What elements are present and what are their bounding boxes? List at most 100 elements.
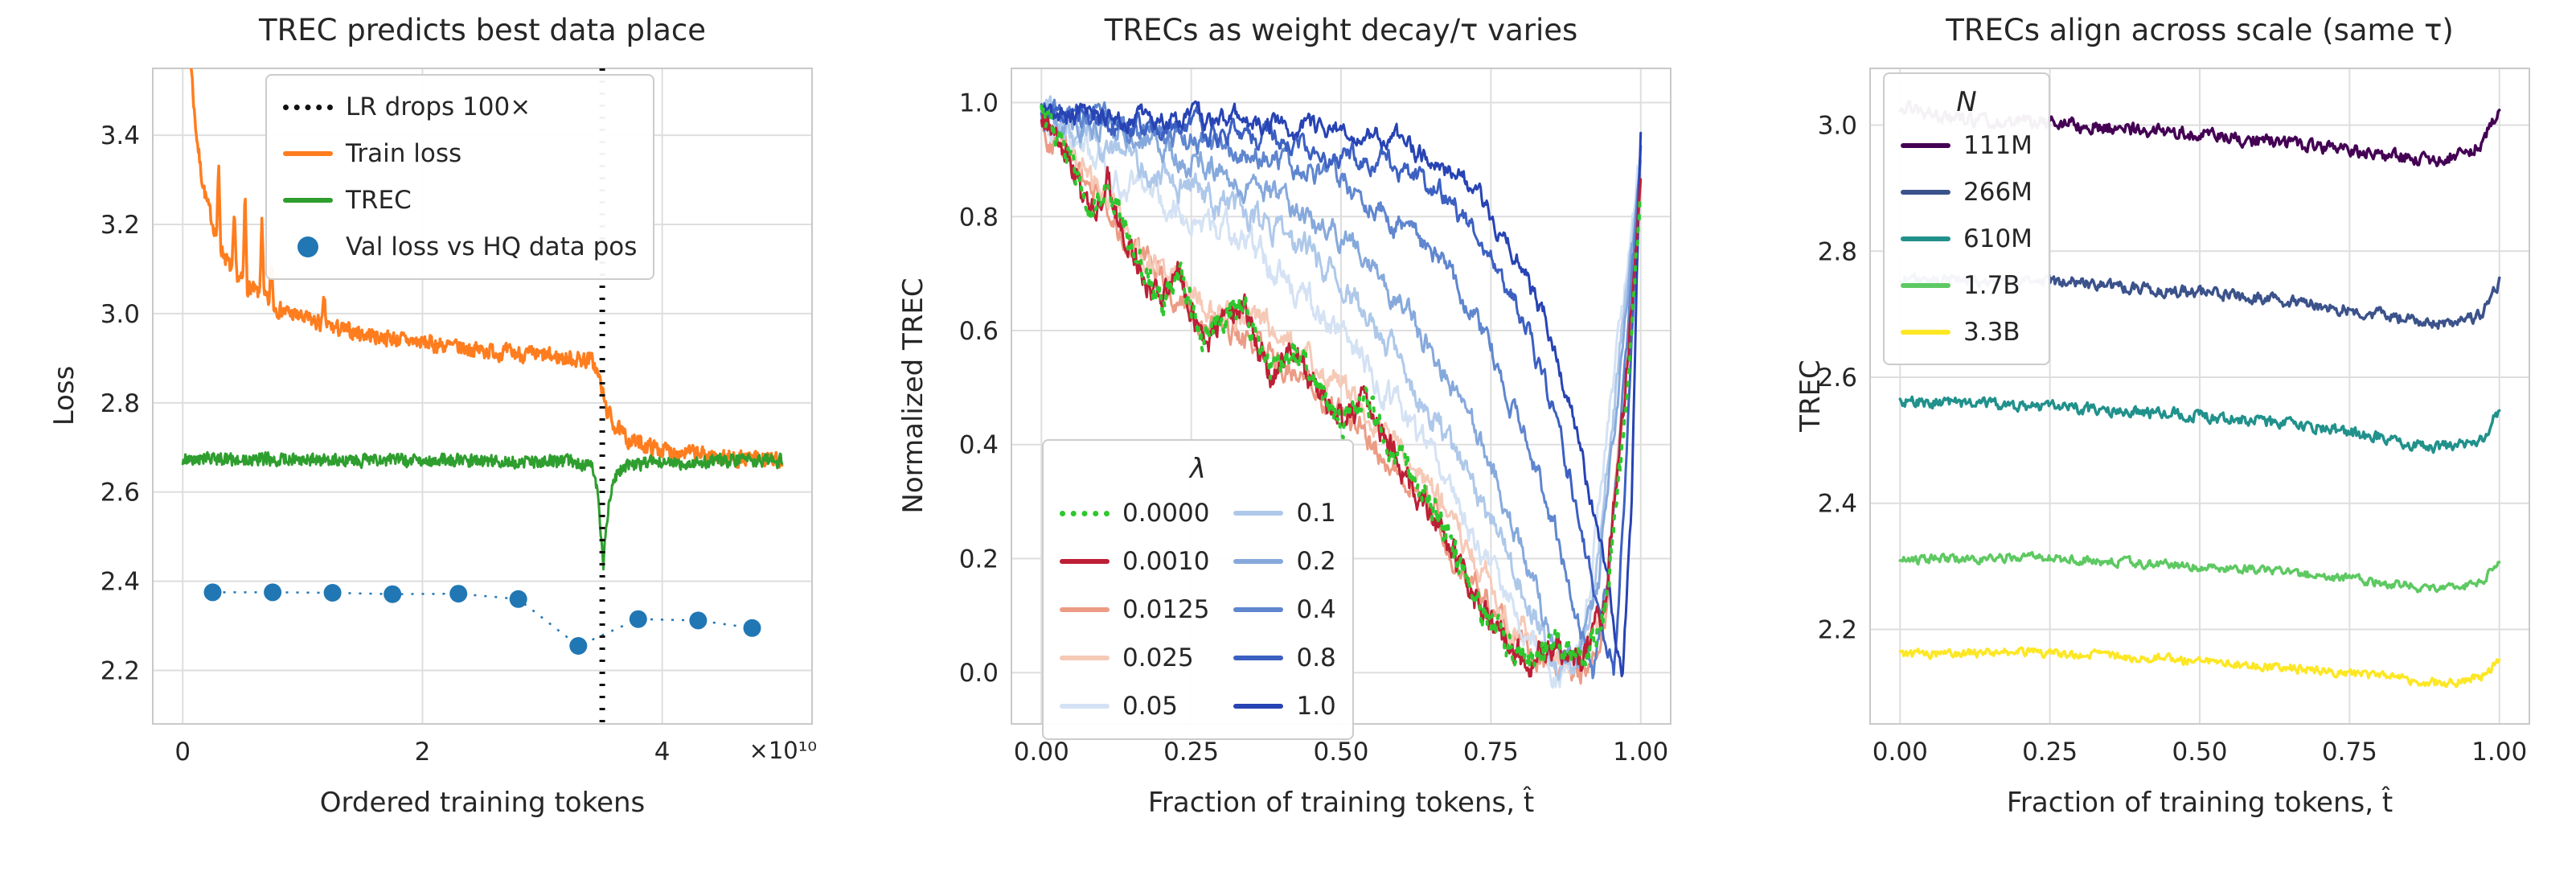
legend-item-lambda: 0.05 <box>1060 682 1209 730</box>
y-tick-label: 2.8 <box>100 389 140 418</box>
lambda-0.05-swatch <box>1060 704 1110 709</box>
legend-item-610M: 610M <box>1901 216 2032 262</box>
chart-0-x-axis-label: Ordered training tokens <box>319 787 646 819</box>
legend-item-1.7B: 1.7B <box>1901 262 2032 309</box>
chart-1-svg: 0.00 0.25 0.50 0.75 1.00 0.0 0.2 0.4 0.6 0.8 1.0 <box>959 68 1672 767</box>
lambda-0.2-swatch <box>1233 559 1284 564</box>
plot-border <box>1869 68 2530 725</box>
lambda-0.0000-swatch <box>1060 510 1110 516</box>
legend-label: 0.025 <box>1122 643 1194 672</box>
y-tick-label: 3.0 <box>100 300 140 329</box>
legend-item-lambda: 0.4 <box>1233 586 1336 634</box>
chart-0-axis-offset-label: ×10¹⁰ <box>749 737 817 764</box>
train-loss-line-swatch <box>283 151 333 156</box>
model-size-legend-title: N <box>1956 86 1977 118</box>
y-tick-label: 2.6 <box>100 479 140 508</box>
legend-item-lambda: 1.0 <box>1233 682 1336 730</box>
x-tick-label: 0.75 <box>1463 738 1519 767</box>
legend-item-lambda: 0.0125 <box>1060 586 1209 634</box>
y-tick-label: 3.0 <box>1818 112 1857 141</box>
series-line-trec <box>181 450 784 571</box>
lambda-0.8-swatch <box>1233 656 1284 660</box>
lambda-0.4-swatch <box>1233 607 1284 612</box>
lambda-legend-grid: 0.0000 0.0010 0.0125 0.025 0.05 <box>1060 489 1336 730</box>
marker-val-loss-vs-hq-data-pos <box>743 619 761 637</box>
model-610M-swatch <box>1901 236 1950 241</box>
marker-val-loss-vs-hq-data-pos <box>264 583 282 602</box>
y-tick-label: 2.4 <box>1818 490 1857 519</box>
x-tick-label: 1.00 <box>1613 738 1668 767</box>
series-line-model-610M <box>1898 395 2501 454</box>
legend-item-train-loss: Train loss <box>283 130 637 177</box>
legend-label: 1.0 <box>1296 692 1336 721</box>
legend-item-lambda: 0.0000 <box>1060 489 1209 537</box>
chart-0-title: TREC predicts best data place <box>258 13 707 47</box>
legend-item-111M: 111M <box>1901 122 2032 169</box>
x-tick-label: 0.25 <box>2022 738 2078 767</box>
chart-2-x-axis-label: Fraction of training tokens, t̂ <box>2006 787 2393 819</box>
legend-label: 0.1 <box>1296 499 1336 528</box>
series-line-train-loss <box>190 68 784 469</box>
lambda-0.1-swatch <box>1233 511 1284 516</box>
figure-trec-predicts-best-data-place: 0 2 4 2.2 2.4 2.6 2.8 3.0 3.2 3.4 TREC predicts b… <box>0 0 859 888</box>
marker-val-loss-vs-hq-data-pos <box>323 584 342 602</box>
series-line-lambda-0.8 <box>1040 102 1643 676</box>
figure-trecs-align-across-scale: 0.00 0.25 0.50 0.75 1.00 2.2 2.4 2.6 2.8 3.0 TREC… <box>1717 0 2576 888</box>
legend-label: Val loss vs HQ data pos <box>346 232 638 261</box>
marker-val-loss-vs-hq-data-pos <box>569 637 588 655</box>
legend-label: LR drops 100× <box>346 92 531 121</box>
legend-item-lambda: 0.0010 <box>1060 537 1209 586</box>
y-tick-label: 0.6 <box>959 317 999 346</box>
legend-label: 0.4 <box>1296 595 1336 624</box>
marker-val-loss-vs-hq-data-pos <box>509 590 527 608</box>
x-tick-label: 0.50 <box>2172 738 2227 767</box>
model-1.7B-swatch <box>1901 283 1950 288</box>
y-tick-label: 2.8 <box>1818 237 1857 266</box>
chart-1-legend: λ 0.0000 0.0010 0.0125 0.025 <box>1042 439 1354 740</box>
series-line-model-3.3B <box>1898 646 2501 689</box>
legend-label: 0.2 <box>1296 547 1336 576</box>
x-tick-label: 0.25 <box>1163 738 1219 767</box>
lambda-0.0125-swatch <box>1060 607 1110 612</box>
legend-label: 0.0125 <box>1122 595 1210 624</box>
y-tick-label: 0.4 <box>959 431 999 460</box>
trec-line-swatch <box>283 198 333 203</box>
marker-val-loss-vs-hq-data-pos <box>384 585 402 603</box>
figure-trecs-weight-decay-varies: 0.00 0.25 0.50 0.75 1.00 0.0 0.2 0.4 0.6 0.8 1.0 T… <box>859 0 1717 888</box>
chart-2-legend: N 111M 266M 610M 1.7B 3.3B <box>1883 72 2050 365</box>
marker-val-loss-vs-hq-data-pos <box>449 585 468 603</box>
y-tick-label: 0.0 <box>959 659 999 688</box>
lambda-legend-title: λ <box>1189 453 1206 485</box>
series-line-lambda-0.1 <box>1040 95 1643 681</box>
legend-label: 0.0000 <box>1122 499 1210 528</box>
y-tick-label: 2.2 <box>1818 616 1857 645</box>
legend-label: 111M <box>1963 131 2032 160</box>
lambda-1.0-swatch <box>1233 704 1284 709</box>
lr-drop-dotted-line-swatch <box>283 104 333 110</box>
model-266M-swatch <box>1901 190 1950 195</box>
series-line-lambda-0.0000 <box>1040 104 1643 669</box>
chart-0-y-axis-label: Loss <box>48 365 80 426</box>
chart-2-y-axis-label: TREC <box>1795 360 1827 432</box>
chart-0-legend: LR drops 100× Train loss TREC Val loss v… <box>265 74 655 280</box>
chart-2-title: TRECs align across scale (same τ) <box>1946 13 2454 47</box>
marker-val-loss-vs-hq-data-pos <box>689 611 708 630</box>
lambda-0.0010-swatch <box>1060 559 1110 564</box>
x-tick-label: 4 <box>654 738 671 767</box>
legend-item-lambda: 0.8 <box>1233 634 1336 682</box>
x-tick-label: 0.50 <box>1313 738 1368 767</box>
y-tick-label: 2.4 <box>100 568 140 597</box>
legend-item-lambda: 0.025 <box>1060 634 1209 682</box>
marker-val-loss-vs-hq-data-pos <box>203 583 222 602</box>
legend-item-266M: 266M <box>1901 169 2032 216</box>
marker-val-loss-vs-hq-data-pos <box>629 610 647 628</box>
legend-label: 3.3B <box>1963 318 2020 347</box>
series-line-lambda-0.2 <box>1040 103 1643 669</box>
series-line-val-loss-vs-hq-data-pos <box>212 591 753 648</box>
x-tick-label: 0.00 <box>1873 738 1928 767</box>
legend-label: 0.05 <box>1122 692 1179 721</box>
x-tick-label: 0 <box>174 738 191 767</box>
legend-label: 0.8 <box>1296 643 1336 672</box>
y-tick-label: 0.8 <box>959 203 999 232</box>
